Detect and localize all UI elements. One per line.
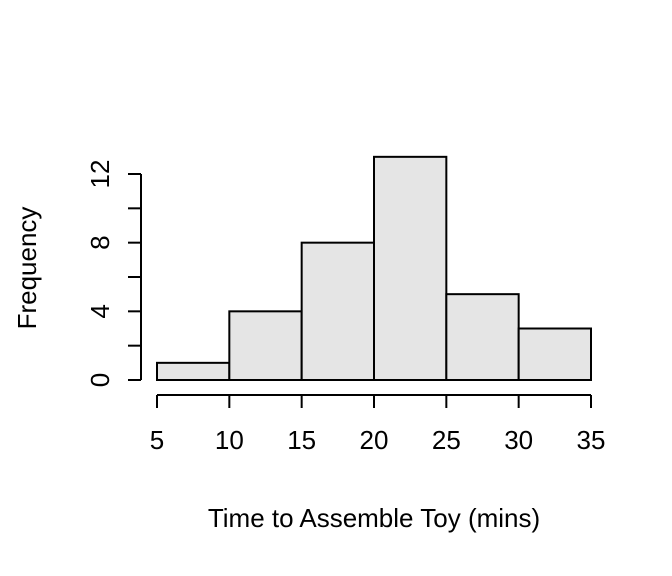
histogram-bar-10-15 (228, 310, 303, 382)
x-tick-label: 5 (150, 425, 164, 455)
y-tick-label: 12 (85, 160, 115, 189)
y-tick-label: 0 (85, 373, 115, 387)
y-axis: 0 4 8 12 (85, 160, 142, 387)
histogram-bar-15-20 (300, 241, 375, 381)
y-axis-label: Frequency (12, 207, 42, 330)
bars-group (156, 155, 593, 382)
x-axis: 5 10 15 20 25 30 35 (150, 394, 606, 455)
histogram-bar-25-30 (445, 293, 520, 381)
histogram-bar-20-25 (373, 155, 448, 381)
y-tick-label: 4 (85, 304, 115, 318)
x-tick-label: 20 (360, 425, 389, 455)
x-tick-label: 30 (504, 425, 533, 455)
x-tick-label: 10 (215, 425, 244, 455)
y-tick-label: 8 (85, 235, 115, 249)
x-tick-label: 15 (287, 425, 316, 455)
x-axis-label: Time to Assemble Toy (mins) (208, 503, 540, 533)
x-tick-label: 25 (432, 425, 461, 455)
x-tick-label: 35 (577, 425, 606, 455)
histogram-bar-30-35 (517, 327, 593, 381)
histogram-bar-5-10 (156, 361, 231, 382)
